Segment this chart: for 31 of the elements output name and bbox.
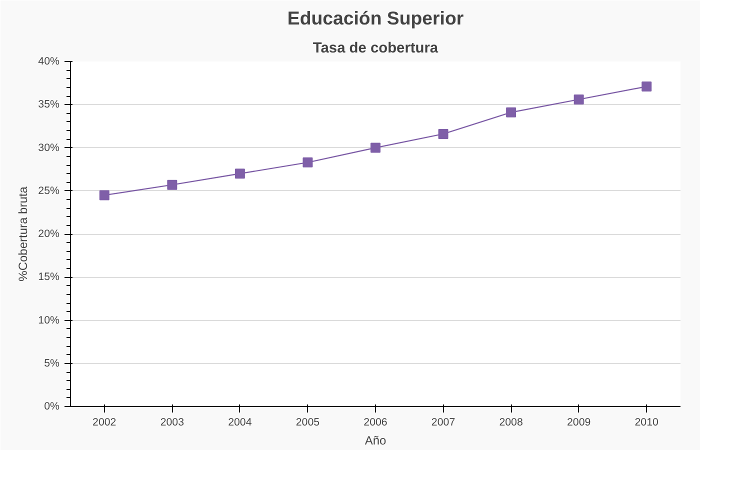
point xyxy=(642,82,652,92)
y-tick-label: 15% xyxy=(38,271,60,284)
y-tick-label: 30% xyxy=(38,142,60,154)
y-tick-label: 25% xyxy=(38,184,60,197)
chart-title: Educación Superior xyxy=(287,8,464,28)
point xyxy=(99,190,110,200)
x-tick-label: 2004 xyxy=(228,416,252,428)
y-axis-title: %Cobertura bruta xyxy=(16,186,30,282)
point xyxy=(167,180,178,190)
x-tick-label: 2007 xyxy=(431,416,456,428)
chart-subtitle: Tasa de cobertura xyxy=(312,40,439,56)
y-tick-label: 10% xyxy=(38,314,60,326)
point xyxy=(438,128,448,139)
y-tick-label: 40% xyxy=(38,56,60,68)
x-tick-label: 2003 xyxy=(160,416,184,428)
point xyxy=(574,94,584,104)
point xyxy=(234,168,245,179)
x-axis-title: Año xyxy=(364,434,386,448)
x-tick-label: 2002 xyxy=(92,416,116,428)
y-tick-label: 35% xyxy=(38,98,60,111)
x-tick-label: 2005 xyxy=(296,416,320,428)
point xyxy=(302,157,313,168)
x-tick-label: 2010 xyxy=(634,416,659,428)
y-tick-label: 20% xyxy=(38,228,60,240)
y-tick-label: 0% xyxy=(44,400,60,412)
x-tick-label: 2006 xyxy=(364,416,388,428)
x-tick-label: 2009 xyxy=(566,416,591,428)
y-tick-label: 5% xyxy=(44,357,60,370)
point xyxy=(506,107,516,118)
x-tick-label: 2008 xyxy=(499,416,523,428)
point xyxy=(370,142,380,153)
